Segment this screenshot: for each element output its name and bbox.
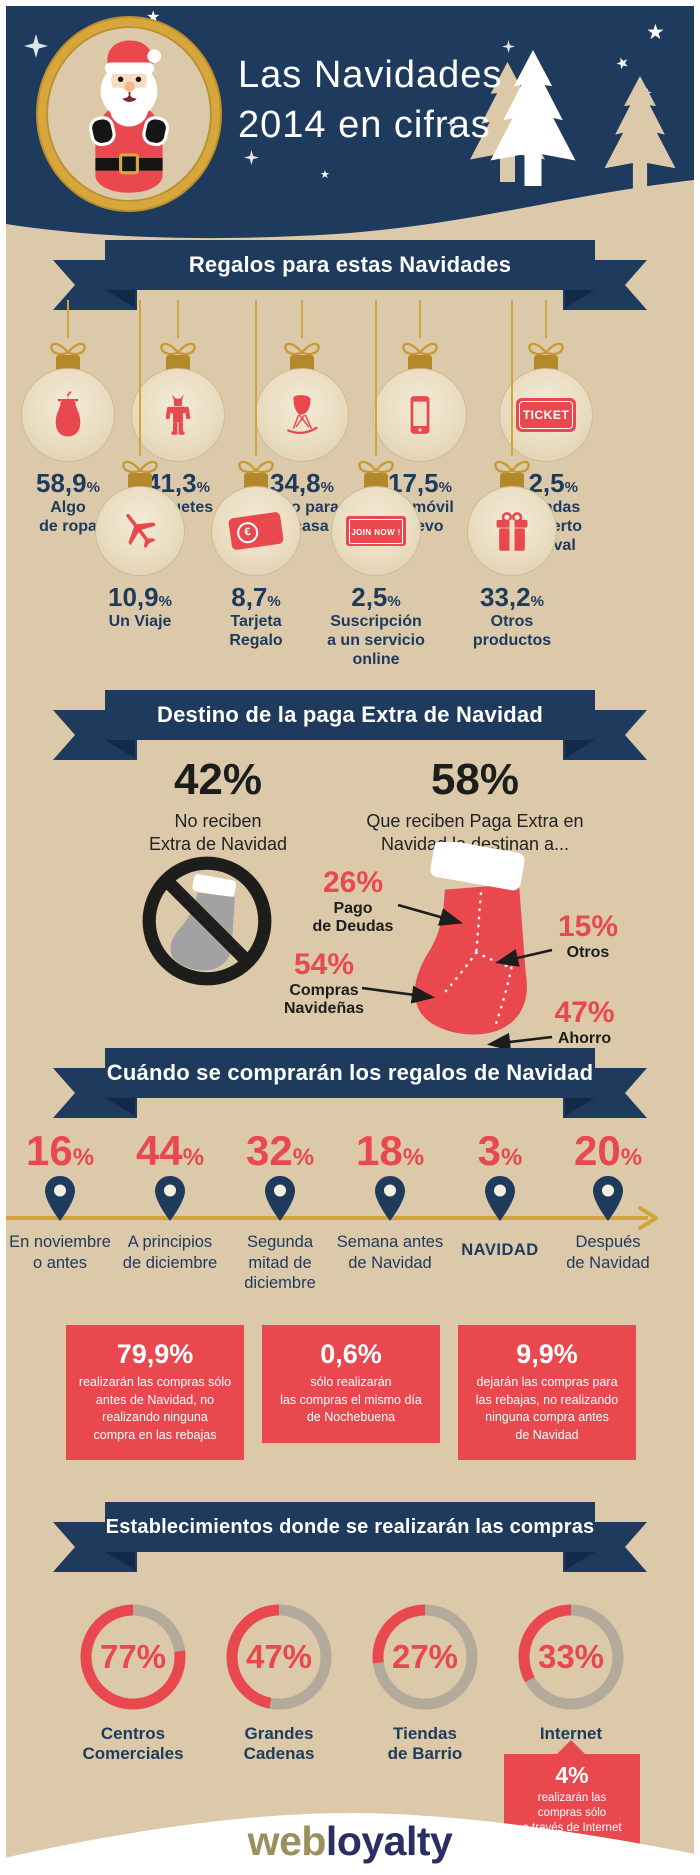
bow-icon — [122, 460, 158, 474]
no-stocking-icon — [142, 856, 272, 986]
tan-tree-icon — [604, 76, 676, 190]
stat-box-before-christmas: 79,9% realizarán las compras sólo antes … — [66, 1325, 244, 1460]
section-title: Establecimientos donde se realizarán las… — [105, 1515, 595, 1538]
donut-chart — [372, 1604, 478, 1710]
donut-label: Centros Comerciales — [82, 1724, 184, 1764]
santa-badge — [38, 18, 220, 210]
ornament-cap — [56, 355, 80, 370]
section-banner-paga: Destino de la paga Extra de Navidad — [53, 690, 595, 762]
gift-box-icon — [496, 512, 528, 551]
bow-icon — [238, 460, 274, 474]
callout-otros: 15% Otros — [557, 910, 619, 962]
toy-robot-icon — [165, 394, 191, 435]
stat-box-rebajas: 9,9% dejarán las compras para las rebaja… — [458, 1325, 636, 1460]
bow-icon — [494, 460, 530, 474]
timeline-label: A principios de diciembre — [122, 1233, 218, 1272]
ornament-clothes: 58,9% Algo de ropa — [8, 300, 128, 537]
gift-label: Algo de ropa — [39, 499, 97, 535]
timeline-line — [6, 1216, 648, 1220]
timeline-value: 44% — [135, 1127, 205, 1174]
join-now-icon: JOIN NOW ! — [346, 516, 406, 546]
callout-ahorro: 47% Ahorro — [554, 996, 615, 1048]
section-banner-when: Cuándo se comprarán los regalos de Navid… — [53, 1048, 595, 1120]
ornament-ball — [21, 368, 115, 462]
bow-icon — [528, 342, 564, 356]
timeline-value: 18% — [355, 1127, 425, 1174]
timeline-value: 32% — [245, 1127, 315, 1174]
gift-value: 58,9 — [36, 468, 87, 498]
timeline-value: 16% — [25, 1127, 95, 1174]
string — [67, 300, 69, 338]
white-tree-icon — [490, 50, 576, 186]
timeline-label: Después de Navidad — [566, 1233, 650, 1272]
map-pin-icon — [375, 1176, 405, 1221]
callout-arrow-up-icon — [556, 1740, 586, 1755]
donut-chart — [80, 1604, 186, 1710]
donut-barrio: 27% — [366, 1598, 484, 1716]
map-pin-icon — [265, 1176, 295, 1221]
map-pin-icon — [155, 1176, 185, 1221]
map-pin-icon — [593, 1176, 623, 1221]
donut-chart — [226, 1604, 332, 1710]
plane-icon — [126, 513, 156, 549]
ornament-tickets: TICKET 12,5% Entradas concierto /festiva… — [486, 300, 606, 556]
timeline-value: 3% — [477, 1127, 523, 1174]
map-pin-icon — [45, 1176, 75, 1221]
santa-icon — [88, 40, 170, 193]
bow-icon — [160, 342, 196, 356]
donut-label: Tiendas de Barrio — [387, 1724, 463, 1764]
footer-curve — [0, 1813, 700, 1875]
donut-centros: 77% — [74, 1598, 192, 1716]
donut-label: Internet — [539, 1724, 603, 1743]
section-banner-where: Establecimientos donde se realizarán las… — [53, 1502, 595, 1574]
callout-compras: 54% Compras Navideñas — [283, 948, 365, 1018]
ornament-other: 33,2% Otros productos — [452, 300, 572, 651]
bow-icon — [358, 460, 394, 474]
bow-icon — [284, 342, 320, 356]
section-title: Cuándo se comprarán los regalos de Navid… — [106, 1060, 594, 1085]
bow-icon — [402, 342, 438, 356]
timeline-label: NAVIDAD — [461, 1241, 539, 1259]
timeline-arrow-icon — [638, 1206, 658, 1230]
map-pin-icon — [485, 1176, 515, 1221]
donut-chart — [518, 1604, 624, 1710]
ornament-giftcard: € 8,7% Tarjeta Regalo — [196, 300, 316, 651]
snow-hill — [6, 180, 694, 256]
smartphone-icon — [410, 396, 430, 434]
timeline-value: 20% — [573, 1127, 643, 1174]
section-title: Destino de la paga Extra de Navidad — [156, 702, 543, 727]
bow-icon — [50, 342, 86, 356]
ornament-travel: 10,9% Un Viaje — [80, 300, 200, 632]
star-icon: ★ — [646, 21, 665, 44]
star-icon: ★ — [613, 53, 633, 74]
donut-internet: 33% — [512, 1598, 630, 1716]
stat-box-nochebuena: 0,6% sólo realizarán las compras el mism… — [262, 1325, 440, 1443]
donut-cadenas: 47% — [220, 1598, 338, 1716]
ornament-home: 34,8% Algo para la casa — [242, 300, 362, 537]
sparkle-icon — [446, 118, 456, 128]
dress-icon — [55, 391, 81, 437]
sparkle-icon — [244, 150, 259, 165]
callout-arrows — [361, 903, 553, 1051]
page-title: Las Navidades 2014 en cifras — [238, 54, 503, 147]
section-title: Regalos para estas Navidades — [188, 252, 512, 277]
donut-label: Grandes Cadenas — [243, 1724, 315, 1764]
callout-deudas: 26% Pago de Deudas — [312, 866, 394, 936]
no-extra-stat: 42% No reciben Extra de Navidad — [148, 755, 288, 855]
sparkle-icon — [24, 34, 48, 58]
rocking-chair-icon — [287, 395, 318, 434]
timeline-label: Semana antes de Navidad — [336, 1233, 444, 1272]
gift-card-icon: € — [228, 511, 284, 551]
extra-stat: 58% Que reciben Paga Extra en Navidad la… — [366, 755, 584, 855]
timeline-label: Segunda mitad de diciembre — [244, 1233, 316, 1293]
star-icon: ★ — [320, 169, 330, 181]
ticket-icon: TICKET — [515, 398, 577, 432]
timeline-label: En noviembre o antes — [9, 1233, 111, 1272]
header: ★ ★ ★ ★ — [6, 6, 694, 256]
ornament-subscription: JOIN NOW ! 2,5% Suscripción a un servici… — [316, 300, 436, 670]
webloyalty-logo: webloyalty — [247, 1818, 453, 1864]
